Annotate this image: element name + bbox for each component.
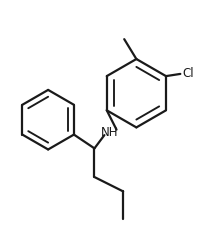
Text: NH: NH xyxy=(101,126,119,139)
Text: Cl: Cl xyxy=(182,67,194,80)
